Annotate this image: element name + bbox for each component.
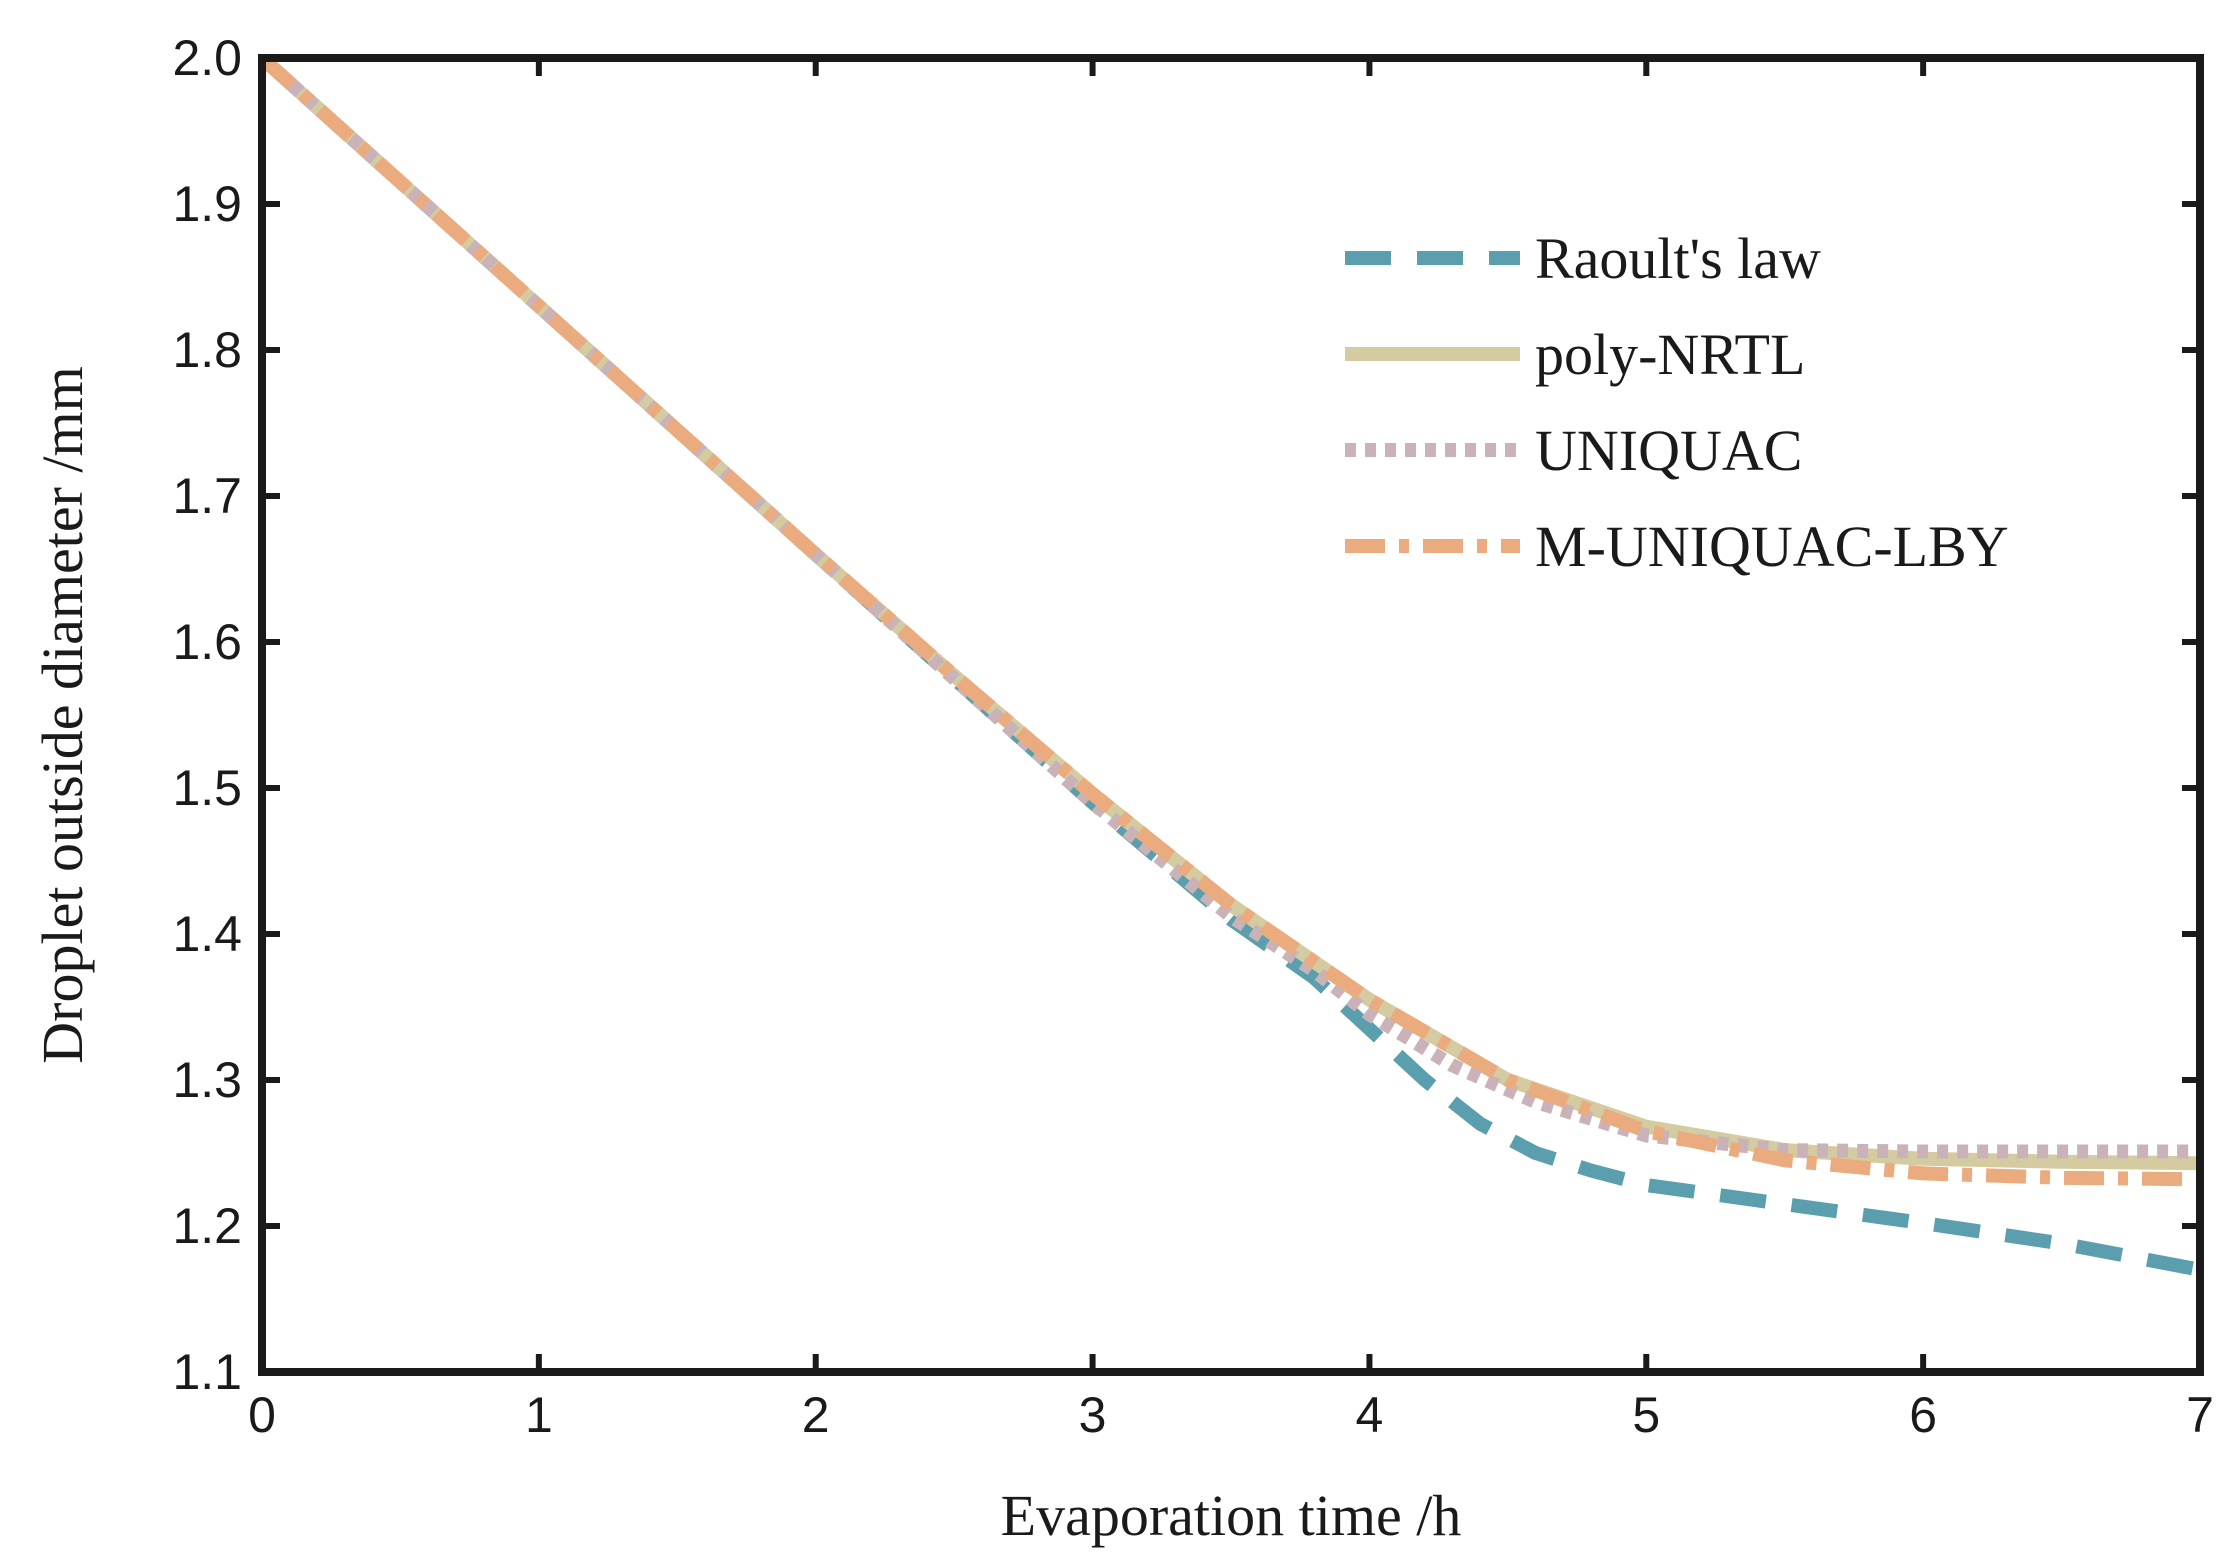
y-tick-label: 1.7 bbox=[172, 468, 242, 524]
y-tick-label: 1.4 bbox=[172, 906, 242, 962]
x-tick-label: 6 bbox=[1909, 1387, 1937, 1443]
x-tick-label: 7 bbox=[2186, 1387, 2214, 1443]
series-line-2 bbox=[262, 58, 2200, 1171]
series-line-4 bbox=[262, 58, 2200, 1187]
y-tick-label: 1.1 bbox=[172, 1344, 242, 1400]
legend-label-2: poly-NRTL bbox=[1535, 322, 1805, 387]
series-line-1 bbox=[262, 58, 2200, 1277]
y-tick-label: 1.8 bbox=[172, 322, 242, 378]
y-tick-label: 1.2 bbox=[172, 1198, 242, 1254]
x-tick-label: 5 bbox=[1632, 1387, 1660, 1443]
y-tick-label: 1.9 bbox=[172, 176, 242, 232]
x-tick-label: 0 bbox=[248, 1387, 276, 1443]
legend-label-3: UNIQUAC bbox=[1535, 418, 1802, 483]
x-tick-label: 1 bbox=[525, 1387, 553, 1443]
y-tick-label: 1.6 bbox=[172, 614, 242, 670]
legend-label-1: Raoult's law bbox=[1535, 226, 1821, 291]
x-tick-label: 2 bbox=[802, 1387, 830, 1443]
y-tick-label: 2.0 bbox=[172, 30, 242, 86]
legend-label-4: M-UNIQUAC-LBY bbox=[1535, 514, 2009, 579]
x-axis-title: Evaporation time /h bbox=[1001, 1483, 1462, 1548]
plot-frame bbox=[258, 54, 2204, 1376]
legend: Raoult's law poly-NRTL UNIQUAC M-UNIQUAC-LB… bbox=[1345, 226, 2009, 579]
series-line-3 bbox=[262, 58, 2200, 1159]
y-axis-title: Droplet outside diameter /mm bbox=[30, 366, 95, 1063]
y-tick-label: 1.3 bbox=[172, 1052, 242, 1108]
x-tick-label: 4 bbox=[1356, 1387, 1384, 1443]
x-tick-label: 3 bbox=[1079, 1387, 1107, 1443]
y-tick-label: 1.5 bbox=[172, 760, 242, 816]
